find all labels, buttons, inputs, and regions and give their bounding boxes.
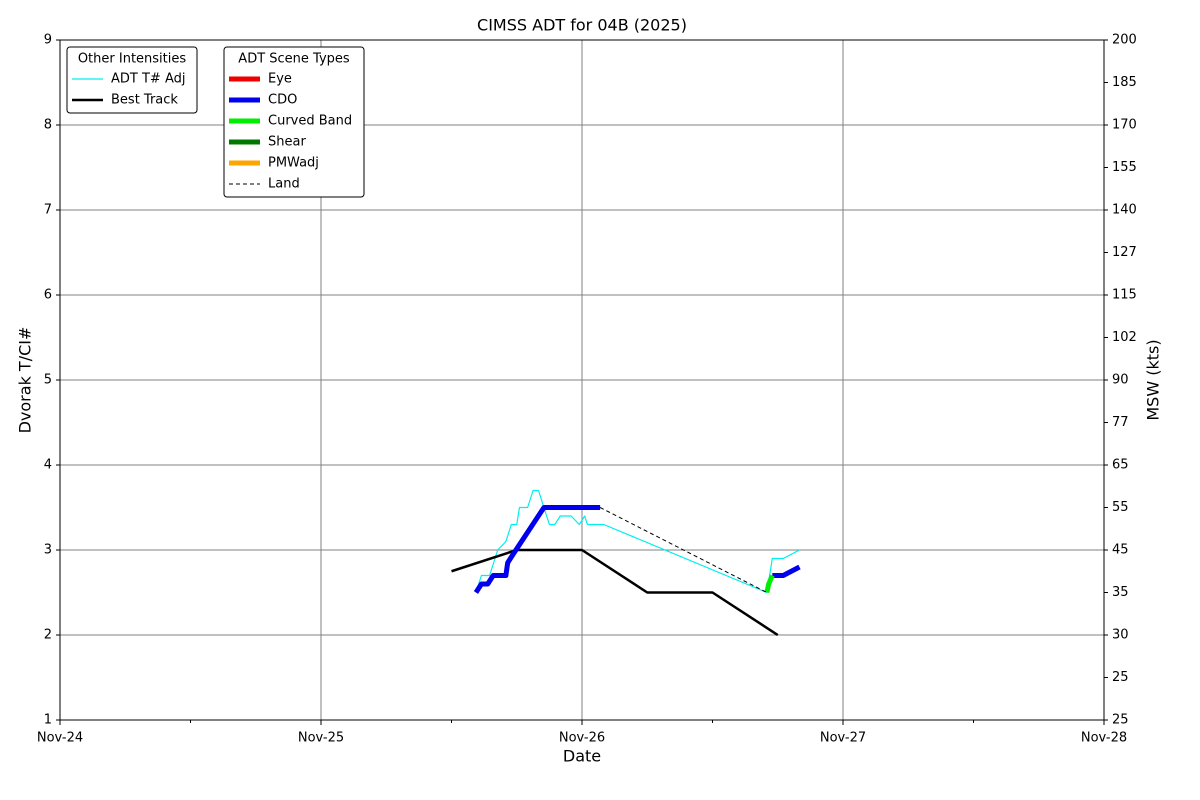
y-tick-label: 2 bbox=[44, 628, 52, 643]
x-tick-label: Nov-26 bbox=[559, 731, 605, 746]
series-line bbox=[764, 574, 775, 594]
y2-tick-label: 77 bbox=[1112, 415, 1129, 430]
y2-tick-label: 185 bbox=[1112, 75, 1137, 90]
legend-label: ADT T# Adj bbox=[111, 72, 185, 87]
y-tick-label: 6 bbox=[44, 288, 52, 303]
plot-frame bbox=[59, 39, 1105, 721]
series-line bbox=[473, 505, 801, 594]
legend-title: ADT Scene Types bbox=[238, 52, 350, 67]
legend-label: Curved Band bbox=[268, 114, 352, 129]
x-tick-label: Nov-24 bbox=[37, 731, 83, 746]
y2-tick-label: 170 bbox=[1112, 118, 1137, 133]
legend-label: Shear bbox=[268, 135, 306, 150]
y2-tick-label: 55 bbox=[1112, 500, 1129, 515]
y2-tick-label: 155 bbox=[1112, 160, 1137, 175]
y-tick-label: 9 bbox=[44, 33, 52, 48]
y-tick-label: 7 bbox=[44, 203, 52, 218]
x-tick-label: Nov-25 bbox=[298, 731, 344, 746]
y2-tick-label: 25 bbox=[1112, 670, 1129, 685]
x-tick-label: Nov-27 bbox=[820, 731, 866, 746]
y2-tick-label: 45 bbox=[1112, 543, 1129, 558]
y2-tick-label: 65 bbox=[1112, 458, 1129, 473]
legend-box bbox=[66, 46, 198, 114]
legend-title: Other Intensities bbox=[78, 52, 187, 67]
y2-tick-label: 35 bbox=[1112, 585, 1129, 600]
y2-tick-label: 200 bbox=[1112, 33, 1137, 48]
y2-tick-label: 127 bbox=[1112, 245, 1137, 260]
y-tick-label: 5 bbox=[44, 373, 52, 388]
legend-label: PMWadj bbox=[268, 156, 319, 171]
y2-axis-label: MSW (kts) bbox=[1144, 339, 1163, 420]
series-line bbox=[599, 507, 768, 593]
legend-box bbox=[223, 46, 365, 198]
y-tick-label: 1 bbox=[44, 713, 52, 728]
y2-tick-label: 90 bbox=[1112, 373, 1129, 388]
legend-label: Eye bbox=[268, 72, 292, 87]
y-tick-label: 3 bbox=[44, 543, 52, 558]
chart-title: CIMSS ADT for 04B (2025) bbox=[477, 16, 687, 35]
y2-tick-label: 115 bbox=[1112, 288, 1137, 303]
legend-label: Land bbox=[268, 177, 300, 192]
y2-tick-label: 102 bbox=[1112, 330, 1137, 345]
y2-tick-label: 140 bbox=[1112, 203, 1137, 218]
x-axis-label: Date bbox=[563, 747, 601, 766]
legend-label: CDO bbox=[268, 93, 297, 108]
y2-tick-label: 25 bbox=[1112, 713, 1129, 728]
y-tick-label: 4 bbox=[44, 458, 52, 473]
series-line bbox=[451, 548, 779, 637]
series-line bbox=[475, 489, 800, 594]
x-tick-label: Nov-28 bbox=[1081, 731, 1127, 746]
legend-label: Best Track bbox=[111, 93, 178, 108]
y-axis-label: Dvorak T/CI# bbox=[16, 327, 35, 434]
y2-tick-label: 30 bbox=[1112, 628, 1129, 643]
y-tick-label: 8 bbox=[44, 118, 52, 133]
